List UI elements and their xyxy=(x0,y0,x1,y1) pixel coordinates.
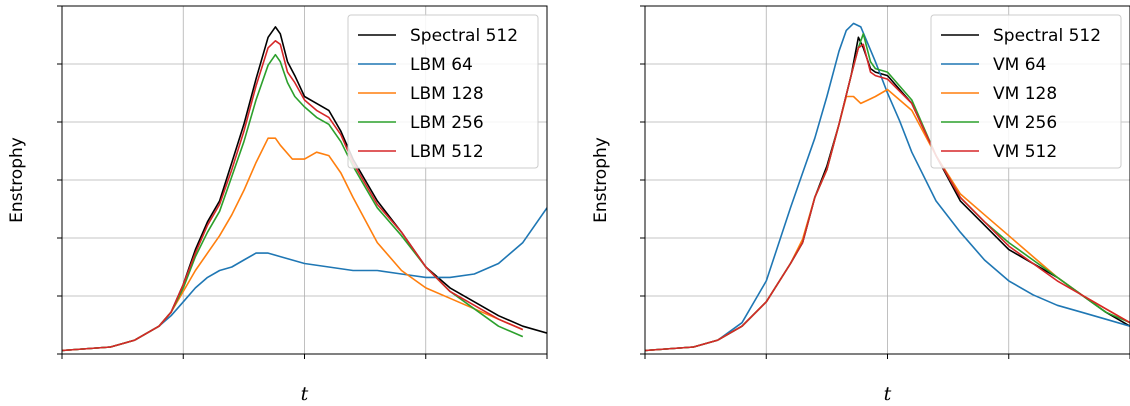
series-lines xyxy=(645,22,1130,352)
legend-label: Spectral 512 xyxy=(410,26,518,46)
legend-label: Spectral 512 xyxy=(993,26,1101,46)
legend-frame xyxy=(930,14,1122,169)
series-line-vm-512 xyxy=(645,43,1130,352)
legend-label: VM 128 xyxy=(993,84,1057,104)
legend-label: LBM 64 xyxy=(410,55,473,75)
legend-label: VM 512 xyxy=(993,142,1057,162)
y-axis-label: Enstrophy xyxy=(591,137,611,223)
right-chart-panel: Spectral 512 VM 64 VM 128 VM 256 VM 512 Enstr… xyxy=(591,5,1130,405)
x-axis-label: t xyxy=(884,383,892,405)
y-axis-label: Enstrophy xyxy=(7,137,27,223)
legend: Spectral 512 VM 64 VM 128 VM 256 VM 512 xyxy=(930,14,1122,169)
legend-frame xyxy=(347,14,539,169)
series-line-lbm-256 xyxy=(62,53,524,352)
legend-label: LBM 512 xyxy=(410,142,484,162)
axis-ticks xyxy=(57,5,548,359)
series-line-lbm-64 xyxy=(62,207,547,352)
legend-label: VM 256 xyxy=(993,113,1057,133)
axes-frame xyxy=(644,5,1130,355)
axis-ticks xyxy=(640,5,1130,359)
x-axis-label: t xyxy=(301,383,309,405)
series-line-lbm-128 xyxy=(62,137,524,352)
legend: Spectral 512 LBM 64 LBM 128 LBM 256 LBM 512 xyxy=(347,14,539,169)
series-line-vm-64 xyxy=(645,22,1130,352)
series-lines xyxy=(62,26,547,352)
series-line-lbm-512 xyxy=(62,39,524,352)
left-chart-panel: Spectral 512 LBM 64 LBM 128 LBM 256 LBM 512 E… xyxy=(7,5,548,405)
legend-label: VM 64 xyxy=(993,55,1046,75)
legend-label: LBM 256 xyxy=(410,113,484,133)
legend-label: LBM 128 xyxy=(410,84,484,104)
axes-frame xyxy=(61,5,548,355)
